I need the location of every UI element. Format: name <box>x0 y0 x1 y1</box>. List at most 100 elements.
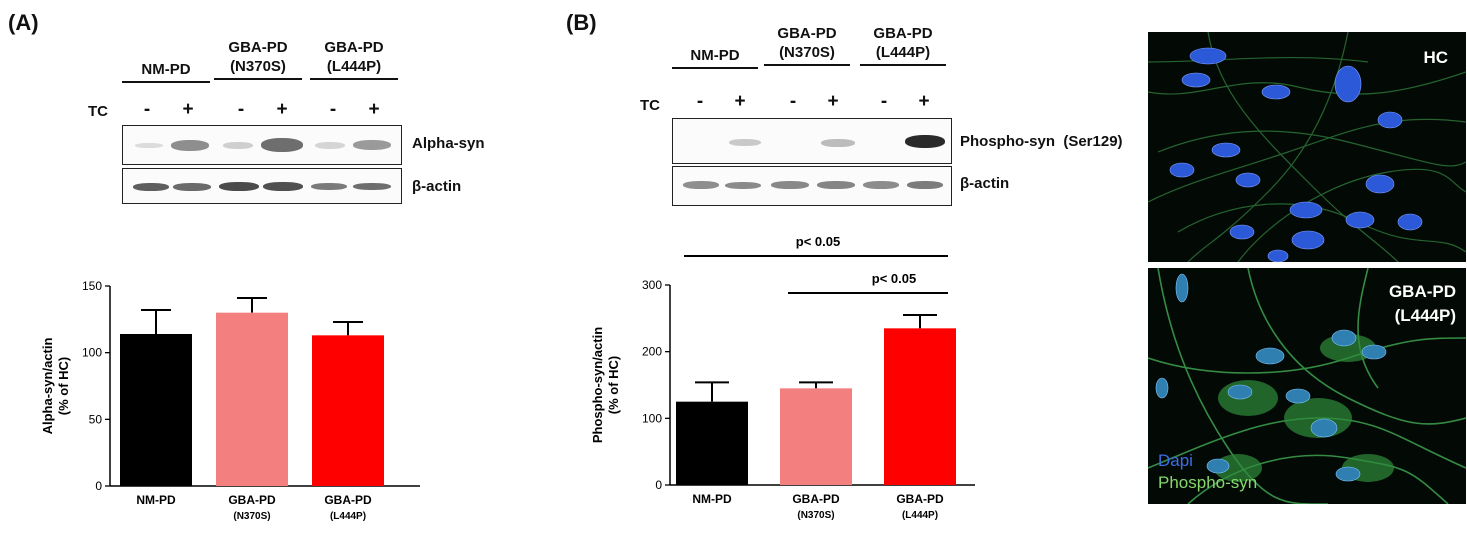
panel-a-label: (A) <box>8 10 39 35</box>
x-tick-label-line: (L444P) <box>902 510 938 521</box>
tc-plus-1: + <box>182 99 194 120</box>
group-variant: (L444P) <box>310 57 398 80</box>
band <box>729 139 761 146</box>
group-variant: (N370S) <box>764 43 850 66</box>
x-tick-label-line: NM-PD <box>692 492 732 506</box>
y-axis-label: Alpha-syn/actin(% of HC) <box>40 338 71 435</box>
y-tick-label: 200 <box>642 345 662 359</box>
microscopy-gba-pd-label: GBA-PD (L444P) <box>1389 280 1456 328</box>
blot-a-group-l444p: GBA-PD (L444P) <box>310 38 398 80</box>
label-line-1: GBA-PD <box>1388 282 1456 301</box>
x-tick-label-line: NM-PD <box>136 493 176 507</box>
bar <box>312 335 384 486</box>
y-axis-label-line: (% of HC) <box>56 357 71 416</box>
tc-minus-1: - <box>143 99 151 120</box>
tc-label-b: TC <box>640 97 660 114</box>
microscopy-gba-pd: GBA-PD (L444P) Dapi Phospho-syn <box>1148 268 1466 504</box>
band <box>171 140 209 151</box>
band <box>173 183 211 191</box>
y-tick-label: 0 <box>95 479 102 493</box>
band <box>133 183 169 191</box>
bar-chart-phospho-syn: 0 100 200 300 Phospho-syn/actin(% of HC) NM-P… <box>590 234 975 521</box>
blot-label-beta-actin-b: β-actin <box>960 175 1010 192</box>
band <box>135 143 163 148</box>
microscopy-gba-pd-image <box>1148 268 1466 504</box>
western-blot-alpha-syn <box>122 125 402 165</box>
x-tick-label-line: (L444P) <box>330 511 366 522</box>
y-tick-label: 300 <box>642 278 662 292</box>
bar-chart-alpha-syn: 0 50 100 150 Alpha-syn/actin(% of HC) NM-PD GB… <box>40 279 420 522</box>
tc-plus-3: + <box>918 91 930 112</box>
band <box>219 182 259 191</box>
tc-plus-2: + <box>827 91 839 112</box>
blot-label-alpha-syn: Alpha-syn <box>412 135 485 152</box>
y-axis-label-line: (% of HC) <box>606 356 621 415</box>
x-tick-label: GBA-PD (N370S) <box>792 492 840 521</box>
western-blot-beta-actin-a <box>122 168 402 204</box>
blot-a-group-nm-pd: NM-PD <box>122 60 210 83</box>
group-name: NM-PD <box>672 46 758 69</box>
tc-minus-2: - <box>237 99 245 120</box>
group-variant: (N370S) <box>214 57 302 80</box>
bar <box>120 334 192 486</box>
significance-label: p< 0.05 <box>796 234 840 249</box>
x-tick-label-line: (N370S) <box>797 510 834 521</box>
microscopy-hc: HC <box>1148 32 1466 262</box>
western-blot-beta-actin-b <box>672 166 952 206</box>
bar <box>676 401 748 485</box>
tc-plus-3: + <box>368 99 380 120</box>
y-tick-label: 0 <box>655 478 662 492</box>
band <box>311 183 347 190</box>
microscopy-hc-label: HC <box>1423 48 1448 67</box>
blot-label-phospho-syn: Phospho-syn (Ser129) <box>960 133 1123 150</box>
y-axis-label-line: Phospho-syn/actin <box>590 327 605 443</box>
bar <box>884 328 956 485</box>
x-tick-label-line: GBA-PD <box>896 492 944 506</box>
band <box>683 181 719 189</box>
group-name: GBA-PD <box>324 39 384 56</box>
x-tick-label: NM-PD <box>692 492 732 506</box>
legend-dapi: Dapi <box>1158 451 1193 470</box>
tc-plus-1: + <box>734 91 746 112</box>
blot-b-group-n370s: GBA-PD (N370S) <box>764 24 850 66</box>
band <box>263 182 303 191</box>
y-tick-label: 50 <box>89 412 103 426</box>
group-name: GBA-PD <box>228 39 288 56</box>
y-axis-label-line: Alpha-syn/actin <box>40 338 55 435</box>
band <box>223 142 253 149</box>
panel-b-label: (B) <box>566 10 597 35</box>
band <box>725 182 761 189</box>
tc-minus-1: - <box>696 91 704 112</box>
x-tick-label: NM-PD <box>136 493 176 507</box>
y-tick-label: 100 <box>82 346 102 360</box>
y-tick-label: 150 <box>82 279 102 293</box>
x-tick-label-line: GBA-PD <box>228 493 276 507</box>
band <box>261 138 303 152</box>
band <box>821 139 855 147</box>
band <box>817 181 855 189</box>
blot-label-beta-actin-a: β-actin <box>412 178 462 195</box>
group-variant: (L444P) <box>860 43 946 66</box>
x-tick-label: GBA-PD (L444P) <box>896 492 944 521</box>
bar <box>216 312 288 486</box>
x-tick-label-line: (N370S) <box>233 511 270 522</box>
band <box>863 181 899 189</box>
x-tick-label: GBA-PD (L444P) <box>324 493 372 522</box>
tc-minus-2: - <box>789 91 797 112</box>
significance-label: p< 0.05 <box>872 271 916 286</box>
band <box>315 142 345 149</box>
microscopy-hc-image <box>1148 32 1466 262</box>
tc-minus-3: - <box>329 99 337 120</box>
y-axis-label: Phospho-syn/actin(% of HC) <box>590 327 621 443</box>
group-name: NM-PD <box>122 60 210 83</box>
group-name: GBA-PD <box>873 25 933 42</box>
blot-a-group-n370s: GBA-PD (N370S) <box>214 38 302 80</box>
tc-label-a: TC <box>88 103 108 120</box>
blot-b-group-l444p: GBA-PD (L444P) <box>860 24 946 66</box>
legend-phospho-syn: Phospho-syn <box>1158 473 1258 492</box>
x-tick-label-line: GBA-PD <box>792 492 840 506</box>
tc-minus-3: - <box>880 91 888 112</box>
band <box>907 181 943 189</box>
blot-b-group-nm-pd: NM-PD <box>672 46 758 69</box>
bar <box>780 388 852 485</box>
